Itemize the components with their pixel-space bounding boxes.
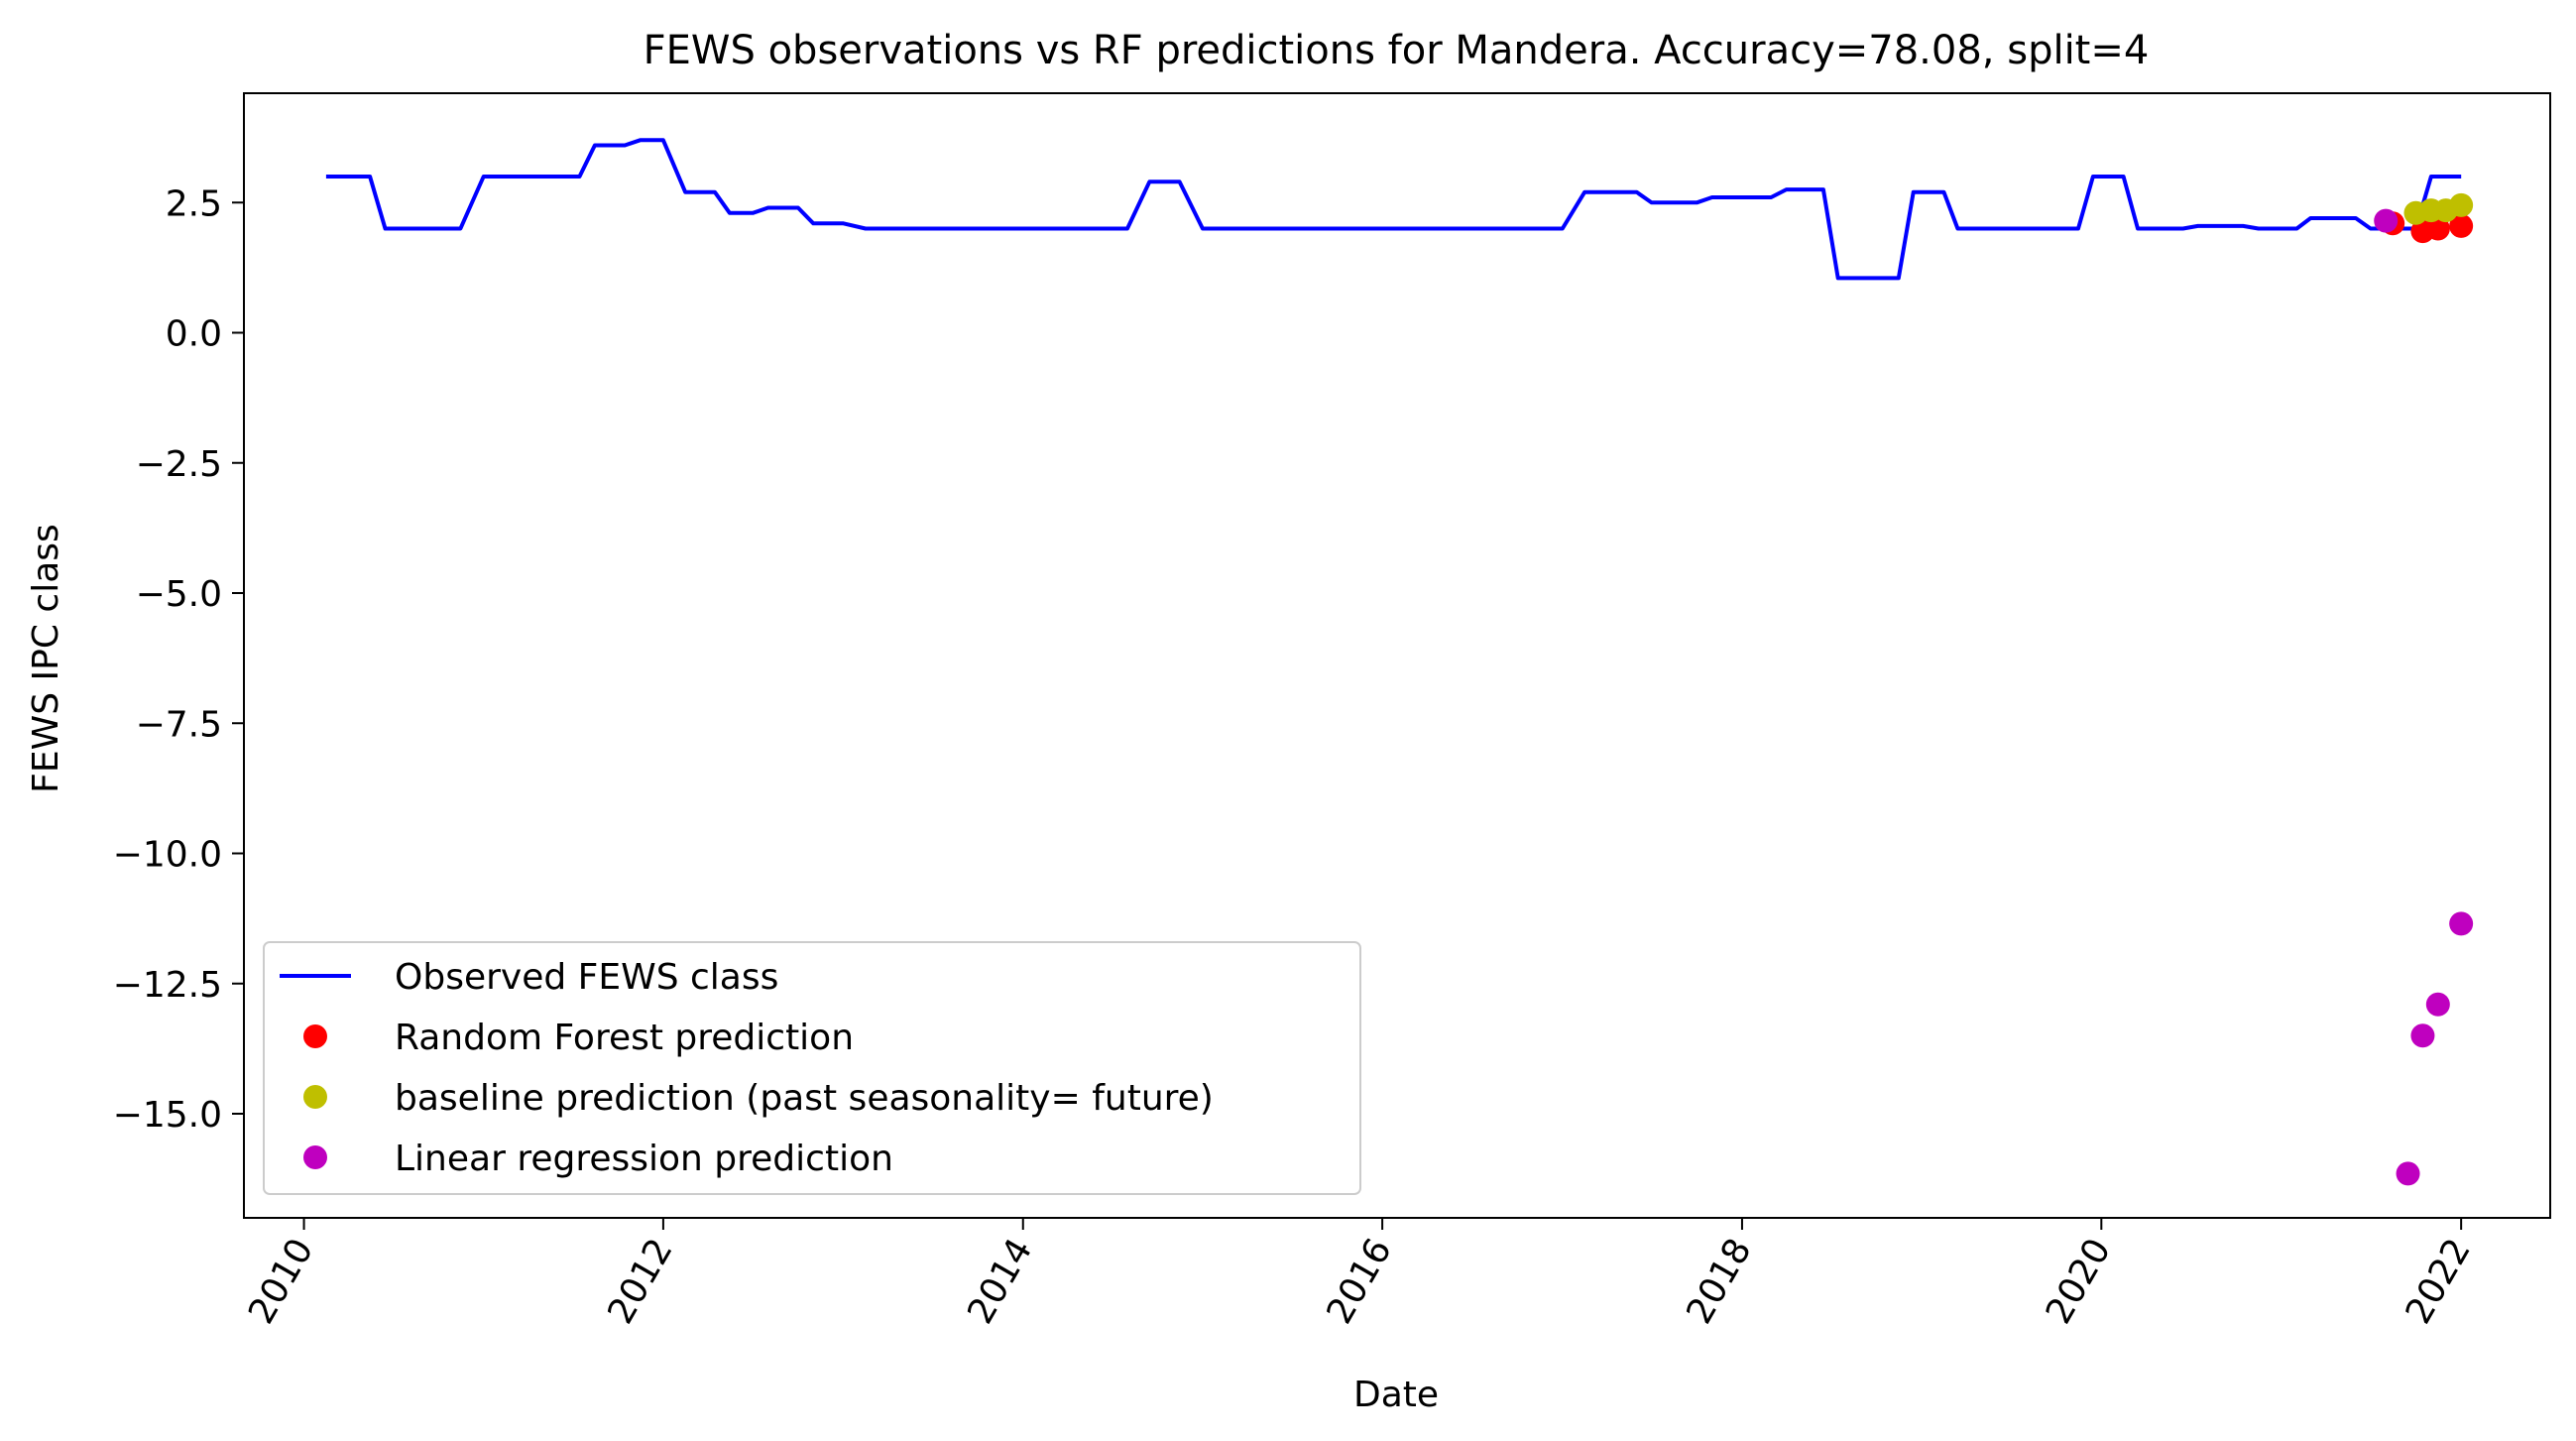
chart-legend: Observed FEWS class Random Forest predict… xyxy=(263,941,1361,1195)
y-tick-label: 2.5 xyxy=(166,183,222,224)
linear-regression-point xyxy=(2374,208,2399,233)
y-axis: 2.5 0.0 −2.5 −5.0 −7.5 −10.0 −12.5 −15.0 xyxy=(113,183,244,1136)
y-tick-label: −12.5 xyxy=(113,965,222,1006)
x-axis-label: Date xyxy=(1353,1375,1439,1415)
y-tick-label: −2.5 xyxy=(136,444,222,485)
y-tick-label: −5.0 xyxy=(136,574,222,615)
linear-regression-point xyxy=(2425,992,2450,1017)
y-tick-label: 0.0 xyxy=(166,314,222,355)
series-layer xyxy=(325,138,2474,1186)
legend-dot-marker xyxy=(303,1024,327,1048)
random-forest-point xyxy=(2449,213,2474,238)
legend-dot-marker xyxy=(303,1085,327,1109)
legend-label: Linear regression prediction xyxy=(395,1139,893,1179)
linear-regression-point xyxy=(2396,1161,2420,1186)
linear-regression-point xyxy=(2449,911,2474,936)
y-axis-label: FEWS IPC class xyxy=(26,524,66,793)
legend-dot-marker xyxy=(303,1145,327,1169)
y-tick-label: −10.0 xyxy=(113,835,222,876)
legend-label: baseline prediction (past seasonality= f… xyxy=(395,1078,1214,1119)
random-forest-point xyxy=(2425,216,2450,241)
chart-title: FEWS observations vs RF predictions for … xyxy=(644,28,2150,73)
baseline-point xyxy=(2449,192,2474,217)
y-tick-label: −15.0 xyxy=(113,1095,222,1136)
linear-regression-point xyxy=(2410,1023,2435,1048)
legend-label: Observed FEWS class xyxy=(395,957,778,998)
plot-area xyxy=(243,92,2551,1219)
legend-label: Random Forest prediction xyxy=(395,1018,854,1058)
legend-box xyxy=(263,941,1361,1195)
y-tick-label: −7.5 xyxy=(136,704,222,745)
observed-fews-line xyxy=(325,138,2462,281)
